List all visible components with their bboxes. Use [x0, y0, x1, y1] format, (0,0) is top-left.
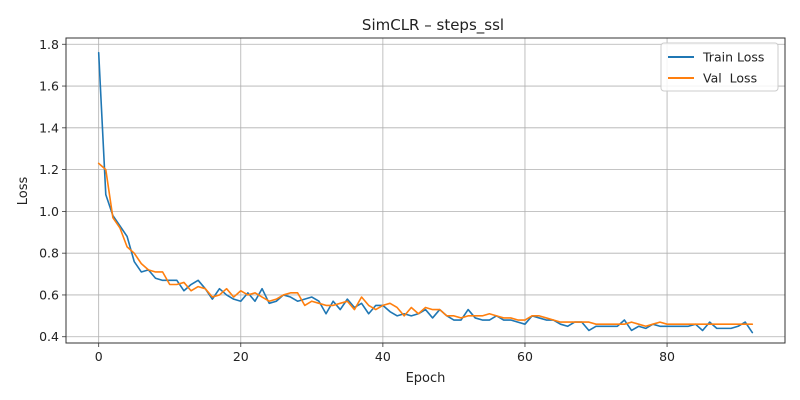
series-line-val-loss — [97, 162, 754, 328]
x-tick-label: 60 — [517, 349, 533, 364]
x-tick-label: 0 — [95, 349, 103, 364]
x-tick-label: 20 — [233, 349, 249, 364]
x-axis-label: Epoch — [406, 371, 446, 386]
y-tick-label: 1.6 — [39, 79, 59, 94]
y-tick-label: 1.8 — [39, 37, 59, 52]
series-layer — [97, 51, 754, 334]
grid-layer — [66, 38, 785, 343]
legend: Train Loss Val Loss — [660, 42, 779, 92]
x-tick-label: 40 — [375, 349, 391, 364]
y-tick-label: 1.4 — [39, 120, 59, 135]
y-tick-label: 0.8 — [39, 246, 59, 261]
y-tick-label: 1.0 — [39, 204, 59, 219]
chart-title: SimCLR – steps_ssl — [362, 16, 504, 35]
y-tick-label: 0.6 — [39, 287, 59, 302]
ticks-layer: 0 20 40 60 80 0.4 0.6 0.8 1.0 1.2 1.4 1.6 1.8 — [39, 37, 675, 364]
x-tick-label: 80 — [659, 349, 675, 364]
legend-train-loss-label: Train Loss — [702, 50, 764, 65]
y-tick-label: 0.4 — [39, 329, 59, 344]
legend-val-loss-label: Val Loss — [703, 71, 757, 86]
y-axis-label: Loss — [16, 177, 31, 206]
plot-frame — [65, 37, 786, 344]
y-tick-label: 1.2 — [39, 162, 59, 177]
